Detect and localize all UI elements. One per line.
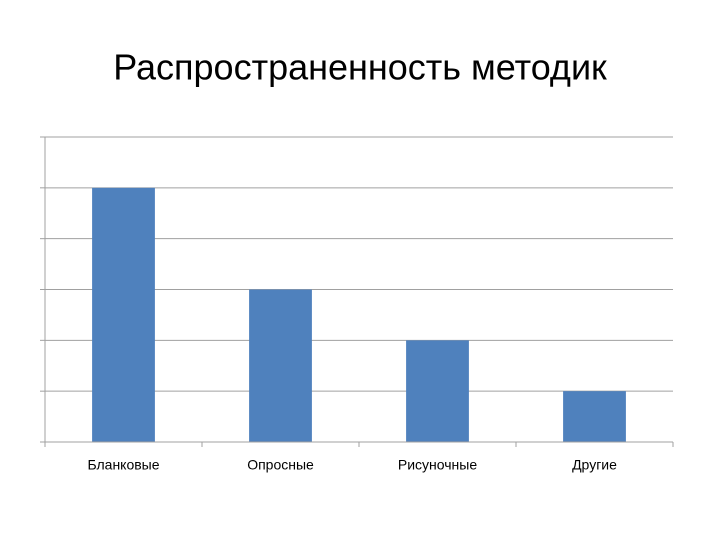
- bar: [249, 289, 312, 442]
- x-tick-label: Другие: [572, 457, 617, 473]
- x-tick-label: Рисуночные: [398, 457, 477, 473]
- x-tick-label: Опросные: [247, 457, 314, 473]
- x-tick-label: Бланковые: [87, 457, 159, 473]
- bar: [406, 340, 469, 442]
- chart-title: Распространенность методик: [113, 47, 607, 88]
- bar: [563, 391, 626, 442]
- bar: [92, 187, 155, 442]
